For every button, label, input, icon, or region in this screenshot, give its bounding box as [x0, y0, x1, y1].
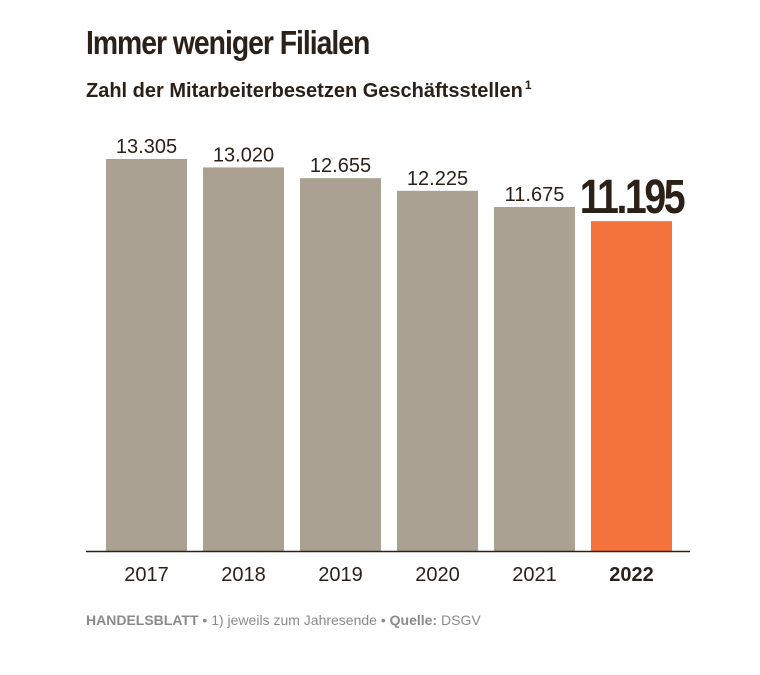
bar-chart: 13.305 2017 13.020 2018 12.655 2019 12.225 2020… — [86, 136, 690, 586]
chart-title: Immer weniger Filialen — [86, 24, 370, 61]
x-tick-label-2018: 2018 — [221, 564, 266, 586]
value-label-2020: 12.225 — [407, 168, 468, 190]
value-label-2018: 13.020 — [213, 144, 274, 166]
source-label: Quelle: — [389, 612, 438, 628]
subtitle-footnote-marker: 1 — [524, 78, 532, 92]
publisher-label: HANDELSBLATT — [86, 612, 199, 628]
bar-2019 — [300, 178, 381, 551]
x-tick-label-2022: 2022 — [609, 564, 654, 586]
subtitle-text: Zahl der Mitarbeiterbesetzen Geschäftsst… — [86, 80, 523, 102]
footnote-text: 1) jeweils zum Jahresende — [211, 612, 377, 628]
source-value: DSGV — [441, 612, 481, 628]
bar-2017 — [106, 159, 187, 551]
footer: HANDELSBLATT • 1) jeweils zum Jahresende… — [86, 612, 481, 628]
bar-2020 — [397, 190, 478, 551]
x-tick-label-2019: 2019 — [318, 564, 363, 586]
bar-2022 — [591, 221, 672, 551]
x-tick-label-2020: 2020 — [415, 564, 460, 586]
value-label-2021: 11.675 — [505, 184, 565, 206]
value-label-2017: 13.305 — [116, 136, 177, 158]
value-label-2019: 12.655 — [310, 155, 371, 177]
bar-2018 — [203, 167, 284, 551]
chart-subtitle: Zahl der Mitarbeiterbesetzen Geschäftsst… — [86, 78, 532, 103]
footer-bullet: • — [380, 612, 386, 628]
bar-2021 — [494, 207, 575, 551]
value-label-2022: 11.195 — [580, 171, 686, 225]
x-tick-label-2017: 2017 — [124, 564, 169, 586]
footer-bullet: • — [202, 612, 208, 628]
x-tick-label-2021: 2021 — [512, 564, 557, 586]
